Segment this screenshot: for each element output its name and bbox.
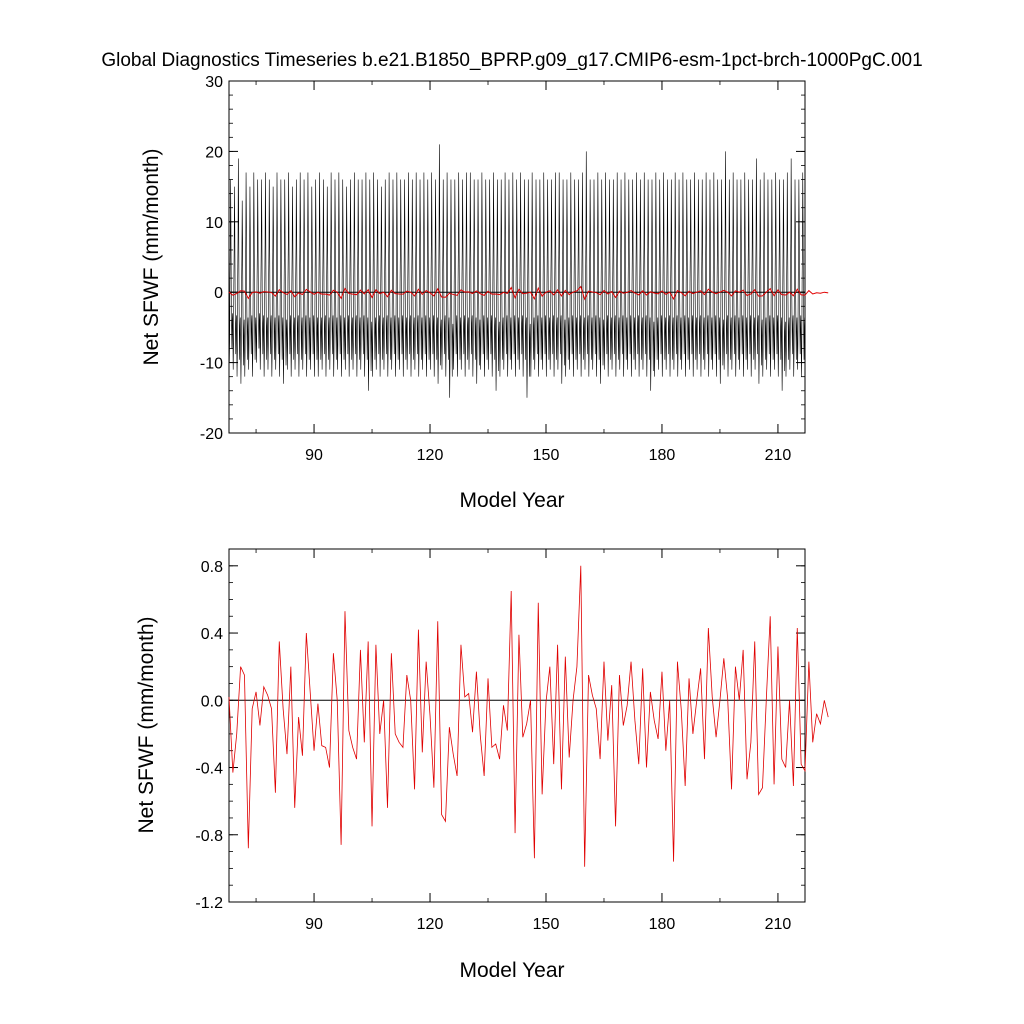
plot-frame-top (228, 80, 806, 434)
y-tick-label: 0 (214, 285, 223, 302)
series-group-bottom (228, 565, 829, 867)
chart-title: Global Diagnostics Timeseries b.e21.B185… (101, 50, 922, 71)
y-tick-label: 20 (205, 144, 223, 161)
y-tick-label: -0.8 (195, 828, 223, 845)
y-axis-label-top: Net SFWF (mm/month) (140, 148, 163, 365)
y-tick-label: 0.0 (201, 693, 223, 710)
x-tick-label: 210 (765, 916, 792, 933)
x-tick-label: 90 (305, 447, 323, 464)
y-axis-ticks-top: -20 -10 0 10 20 30 (200, 74, 805, 443)
y-tick-label: -0.4 (195, 761, 223, 778)
y-tick-label: -1.2 (195, 895, 223, 912)
series-annual-line (228, 285, 829, 301)
series-monthly-line (228, 144, 806, 398)
x-tick-label: 90 (305, 916, 323, 933)
y-tick-label: 30 (205, 74, 223, 91)
x-axis-ticks-top: 90 120 150 180 210 (255, 81, 792, 464)
y-tick-label: 0.4 (201, 626, 223, 643)
y-tick-label: -10 (200, 356, 223, 373)
x-tick-label: 150 (533, 916, 560, 933)
x-axis-label-top: Model Year (459, 489, 564, 512)
y-axis-label-bottom: Net SFWF (mm/month) (135, 616, 158, 833)
y-tick-label: 10 (205, 215, 223, 232)
x-tick-label: 180 (649, 916, 676, 933)
series-group-top (228, 144, 829, 398)
x-tick-label: 180 (649, 447, 676, 464)
x-axis-label-bottom: Model Year (459, 959, 564, 982)
y-tick-label: -20 (200, 426, 223, 443)
x-tick-label: 120 (417, 447, 444, 464)
x-tick-label: 210 (765, 447, 792, 464)
y-axis-ticks-bottom: -1.2 -0.8 -0.4 0.0 0.4 0.8 (195, 548, 805, 912)
y-tick-label: 0.8 (201, 559, 223, 576)
plot-frame-bottom (228, 548, 806, 903)
x-tick-label: 150 (533, 447, 560, 464)
series-annual-line (228, 565, 829, 867)
panel-bottom: -1.2 -0.8 -0.4 0.0 0.4 0.8 90 120 150 180 210 Mod… (135, 548, 829, 982)
x-tick-label: 120 (417, 916, 444, 933)
x-axis-ticks-bottom: 90 120 150 180 210 (255, 549, 792, 933)
